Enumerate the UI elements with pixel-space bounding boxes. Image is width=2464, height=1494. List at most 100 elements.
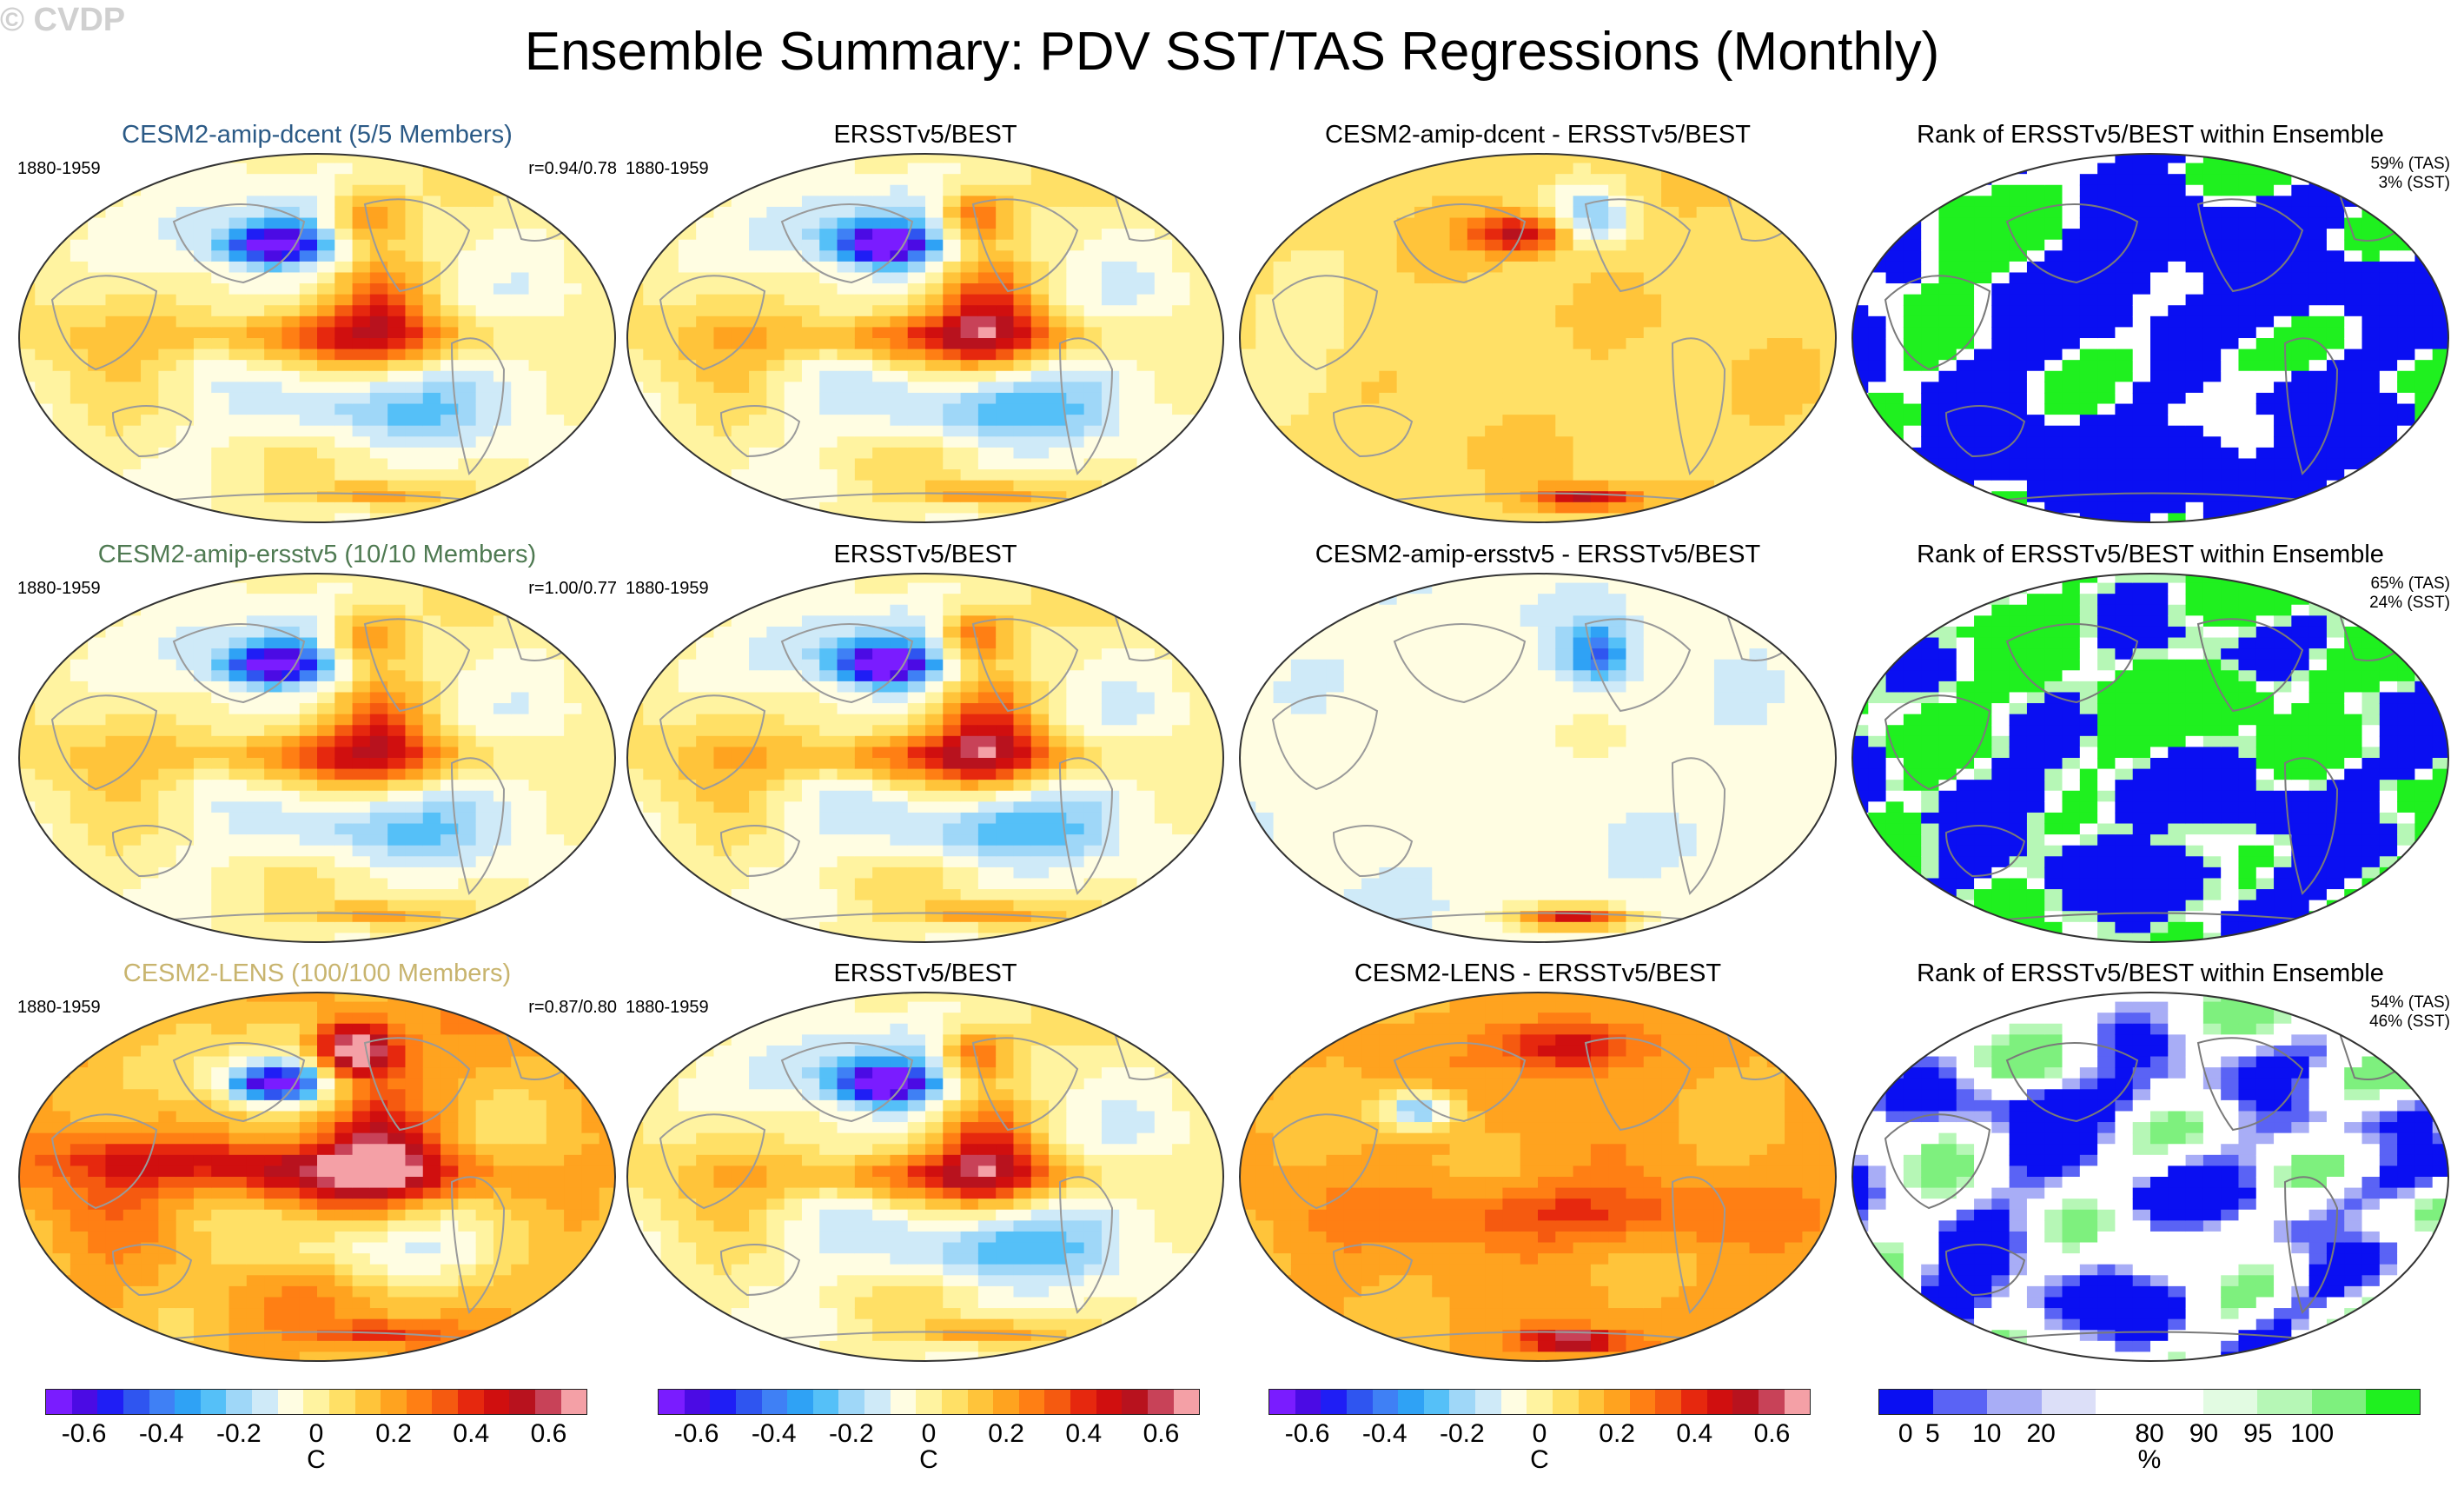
grid-cell xyxy=(88,574,107,584)
grid-cell xyxy=(1661,217,1679,229)
grid-cell xyxy=(2326,447,2345,460)
grid-cell xyxy=(925,501,944,515)
grid-cell xyxy=(1485,415,1504,427)
grid-cell xyxy=(211,403,230,415)
grid-cell xyxy=(643,229,662,241)
grid-cell xyxy=(1343,370,1362,382)
grid-cell xyxy=(819,513,838,522)
grid-cell xyxy=(1608,392,1627,405)
grid-cell xyxy=(141,626,159,639)
grid-cell xyxy=(123,261,142,274)
grid-cell xyxy=(2291,184,2310,196)
grid-cell xyxy=(1308,163,1328,175)
grid-cell xyxy=(2397,392,2416,405)
grid-cell xyxy=(141,217,159,229)
grid-cell xyxy=(528,392,547,405)
grid-cell xyxy=(282,261,301,274)
grid-cell xyxy=(943,349,962,361)
grid-cell xyxy=(1030,447,1050,460)
grid-cell xyxy=(422,338,441,350)
grid-cell xyxy=(1643,382,1662,394)
grid-cell xyxy=(2344,294,2363,306)
grid-cell xyxy=(70,900,89,912)
grid-cell xyxy=(493,154,512,164)
grid-cell xyxy=(1030,206,1050,219)
grid-cell xyxy=(2115,250,2134,262)
grid-cell xyxy=(193,315,212,329)
grid-cell xyxy=(1555,272,1574,284)
grid-cell xyxy=(1049,283,1067,295)
grid-cell xyxy=(599,250,615,262)
grid-cell xyxy=(766,501,785,515)
grid-cell xyxy=(1608,315,1627,329)
grid-cell xyxy=(784,436,803,448)
grid-cell xyxy=(1240,196,1256,208)
grid-cell xyxy=(1956,447,1975,460)
grid-cell xyxy=(528,154,547,164)
grid-cell xyxy=(299,447,318,460)
grid-cell xyxy=(2009,196,2028,208)
grid-cell xyxy=(1679,163,1698,175)
grid-cell xyxy=(2062,370,2081,382)
grid-cell xyxy=(352,272,371,284)
grid-cell xyxy=(1938,447,1957,460)
grid-cell xyxy=(1189,154,1209,164)
grid-cell xyxy=(1273,294,1292,306)
grid-cell xyxy=(854,458,873,470)
grid-cell xyxy=(1189,480,1209,492)
grid-cell xyxy=(158,758,177,770)
grid-cell xyxy=(52,392,71,405)
grid-cell xyxy=(890,392,909,405)
grid-cell xyxy=(872,163,891,175)
grid-cell xyxy=(334,338,354,350)
grid-cell xyxy=(458,305,477,317)
grid-cell xyxy=(369,480,388,492)
grid-cell xyxy=(2115,458,2134,470)
grid-cell xyxy=(2361,480,2381,492)
grid-cell xyxy=(1852,436,1869,448)
grid-cell xyxy=(731,206,750,219)
grid-cell xyxy=(977,174,997,186)
grid-cell xyxy=(1921,239,1940,251)
grid-cell xyxy=(1696,469,1715,481)
grid-cell xyxy=(511,458,530,470)
map-border xyxy=(18,153,616,523)
grid-cell xyxy=(282,425,301,437)
grid-cell xyxy=(581,382,600,394)
grid-cell xyxy=(1308,184,1328,196)
grid-cell xyxy=(2291,480,2310,492)
grid-cell xyxy=(960,447,979,460)
grid-cell xyxy=(2168,261,2187,274)
grid-cell xyxy=(1290,425,1309,437)
grid-cell xyxy=(801,217,820,229)
grid-cell xyxy=(1414,480,1433,492)
grid-cell xyxy=(158,834,177,847)
grid-cell xyxy=(35,196,54,208)
grid-cell xyxy=(105,582,124,594)
grid-cell xyxy=(70,338,89,350)
grid-cell xyxy=(2274,458,2292,470)
grid-cell xyxy=(1255,360,1275,372)
grid-cell xyxy=(1785,415,1804,427)
grid-cell xyxy=(1326,415,1345,427)
grid-cell xyxy=(1661,415,1679,427)
grid-cell xyxy=(1885,469,1904,481)
grid-cell xyxy=(977,501,997,515)
grid-cell xyxy=(801,392,820,405)
grid-cell xyxy=(2274,184,2292,196)
grid-cell xyxy=(801,250,820,262)
grid-cell xyxy=(1240,250,1256,262)
grid-cell xyxy=(299,480,318,492)
grid-cell xyxy=(1819,327,1836,339)
grid-cell xyxy=(1573,425,1592,437)
grid-cell xyxy=(1785,513,1804,522)
grid-cell xyxy=(422,294,441,306)
grid-cell xyxy=(627,327,644,339)
grid-cell xyxy=(1785,283,1804,295)
grid-cell xyxy=(141,239,159,251)
grid-cell xyxy=(1485,305,1504,317)
grid-cell xyxy=(405,392,424,405)
grid-cell xyxy=(1802,261,1821,274)
grid-cell xyxy=(1749,403,1768,415)
grid-cell xyxy=(1449,415,1468,427)
